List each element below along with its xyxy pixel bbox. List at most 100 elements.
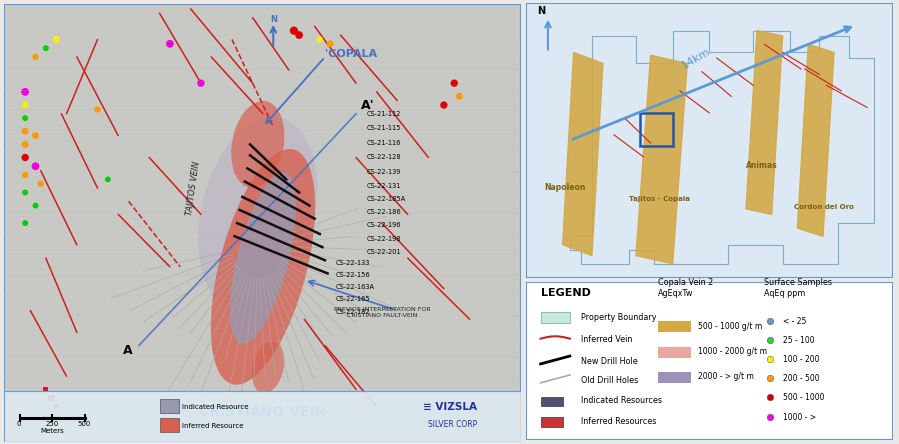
Text: Inferred Resources: Inferred Resources [581,417,656,426]
Text: Napoleon: Napoleon [544,182,585,192]
Text: Cordon del Oro: Cordon del Oro [794,204,853,210]
Text: CS-22-139: CS-22-139 [367,169,401,174]
Text: 'COPALA: 'COPALA [325,49,377,59]
Point [18,141,32,148]
Text: CS-22-186: CS-22-186 [367,210,401,215]
Text: A': A' [361,99,375,112]
Bar [540,417,563,427]
Polygon shape [636,55,688,264]
Text: 0: 0 [17,421,22,427]
Point [762,337,777,344]
Polygon shape [563,52,603,256]
Text: 14km: 14km [680,47,712,71]
Text: CS-22-165: CS-22-165 [335,297,370,302]
Point [18,128,32,135]
Text: 500: 500 [78,421,92,427]
Point [49,36,63,43]
Bar [43,387,49,392]
Text: CS-22-128: CS-22-128 [367,154,401,160]
Text: < - 25: < - 25 [783,317,806,326]
Point [39,45,53,52]
Text: 100 - 200: 100 - 200 [783,355,819,364]
Bar [639,113,672,146]
Text: Old Drill Holes: Old Drill Holes [581,376,638,385]
Polygon shape [797,44,834,236]
Point [762,356,777,363]
Point [447,79,461,87]
Bar [658,372,691,383]
Point [452,93,467,100]
Bar [54,404,58,409]
Point [18,220,32,227]
Text: PREVIOS INTERPRETATION FOR
CRISTIANO FAULT-VEIN: PREVIOS INTERPRETATION FOR CRISTIANO FAU… [334,307,430,318]
Text: 500 - 1000: 500 - 1000 [783,392,824,401]
Point [437,102,451,109]
Text: 250: 250 [46,421,59,427]
Ellipse shape [210,149,316,385]
Point [101,176,115,183]
Point [323,40,337,48]
Bar [160,418,179,432]
Text: New Drill Hole: New Drill Hole [581,357,637,366]
Point [18,154,32,161]
Text: N: N [271,15,278,24]
Point [28,53,42,60]
Text: Copala Vein 2
AgEqxTw: Copala Vein 2 AgEqxTw [658,278,713,298]
Text: Animas: Animas [746,161,778,170]
Text: N: N [537,6,545,16]
Text: Inferred Resource: Inferred Resource [182,423,244,429]
Point [28,163,42,170]
Ellipse shape [231,101,284,188]
Text: Meters: Meters [40,428,64,434]
Text: 200 - 500: 200 - 500 [783,373,819,383]
Text: ≡ VIZSLA: ≡ VIZSLA [423,402,477,412]
Bar [540,312,570,323]
Text: LEGEND: LEGEND [540,288,591,298]
Text: CS-21-112: CS-21-112 [367,111,401,117]
Text: CS-22-198: CS-22-198 [367,236,401,242]
Text: CS-22-163A: CS-22-163A [335,284,374,290]
Point [163,40,177,48]
Point [28,202,42,209]
Point [762,414,777,421]
Ellipse shape [230,172,296,344]
Text: CS-22-133: CS-22-133 [335,260,369,266]
Bar [540,397,563,406]
Text: CS-22-182: CS-22-182 [335,309,370,315]
Bar [658,321,691,333]
Point [762,375,777,382]
Point [18,189,32,196]
Text: SILVER CORP: SILVER CORP [428,420,477,429]
Text: 1000 - >: 1000 - > [783,413,815,422]
Text: A: A [123,344,133,357]
Text: Tajitos - Copala: Tajitos - Copala [628,196,690,202]
Point [762,318,777,325]
Point [28,132,42,139]
Text: Property Boundary: Property Boundary [581,313,656,322]
Ellipse shape [252,341,284,393]
Point [18,115,32,122]
Text: CS-21-116: CS-21-116 [367,140,401,146]
Text: Indicated Resource: Indicated Resource [182,404,248,410]
Point [18,102,32,109]
Text: TAJITOS VEIN: TAJITOS VEIN [185,161,202,216]
Point [762,393,777,400]
Text: 500 - 1000 g/t m: 500 - 1000 g/t m [699,321,762,331]
Point [18,171,32,178]
Bar [160,399,179,413]
Text: Inferred Vein: Inferred Vein [581,335,632,344]
Point [33,180,48,187]
Text: Indicated Resources: Indicated Resources [581,396,662,405]
Point [287,27,301,34]
Text: CS-22-201: CS-22-201 [367,249,401,255]
Text: 25 - 100: 25 - 100 [783,336,814,345]
Point [292,32,307,39]
Text: 2000 - > g/t m: 2000 - > g/t m [699,372,754,381]
Point [90,106,104,113]
Text: CRISTIANO VEIN: CRISTIANO VEIN [200,404,326,419]
Point [193,79,208,87]
Point [313,36,327,43]
Bar [658,347,691,357]
Point [18,88,32,95]
Bar [49,396,54,400]
